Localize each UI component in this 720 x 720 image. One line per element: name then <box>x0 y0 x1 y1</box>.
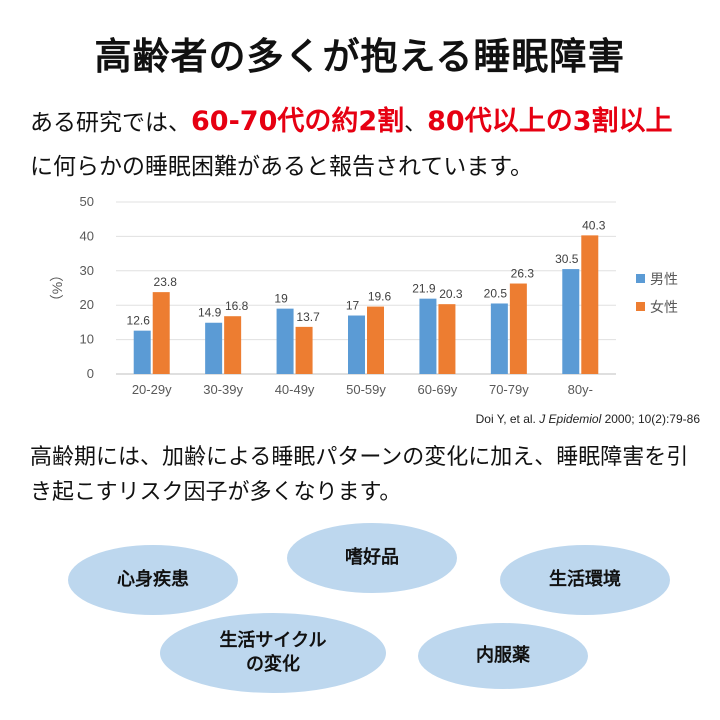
data-label: 14.9 <box>198 306 222 320</box>
data-label: 19 <box>274 292 288 306</box>
bar-female <box>509 283 527 374</box>
y-axis-label: （%） <box>49 268 65 308</box>
legend-swatch <box>636 302 645 311</box>
factor-seikatsu-kankyo: 生活環境 <box>500 545 670 615</box>
y-tick-label: 40 <box>80 228 94 243</box>
data-label: 17 <box>346 299 360 313</box>
bar-female <box>367 306 384 374</box>
citation-authors: Doi Y, et al. <box>475 412 540 426</box>
bar-female <box>295 326 313 374</box>
citation: Doi Y, et al. J Epidemiol 2000; 10(2):79… <box>420 412 700 426</box>
factor-label: 嗜好品 <box>345 547 399 568</box>
factor-label: 生活サイクル の変化 <box>219 630 327 675</box>
x-tick-label: 70-79y <box>489 382 529 397</box>
y-tick-label: 10 <box>80 332 94 347</box>
intro-text-3: に何らかの睡眠困難があると報告されています。 <box>30 154 534 180</box>
bar-male <box>276 308 294 374</box>
data-label: 20.5 <box>484 286 508 300</box>
sleep-difficulty-bar-chart: 0 10 20 30 40 50 （%） 12.6 23.8 20-29y 14.9 16.8 30-3… <box>49 194 678 397</box>
data-label: 26.3 <box>511 267 535 281</box>
legend-label: 男性 <box>650 271 678 287</box>
x-tick-label: 80y- <box>568 382 593 397</box>
x-tick-label: 20-29y <box>132 382 172 397</box>
intro-highlight-60-70: 60-70代の約2割 <box>191 106 405 137</box>
bar-male <box>490 303 508 374</box>
citation-details: 2000; 10(2):79-86 <box>601 412 700 426</box>
data-label: 19.6 <box>368 290 392 304</box>
factor-naifukuyaku: 内服薬 <box>418 623 588 689</box>
x-tick-label: 60-69y <box>418 382 458 397</box>
y-tick-label: 50 <box>80 194 94 209</box>
description-text: 高齢期には、加齢による睡眠パターンの変化に加え、睡眠障害を引き起こすリスク因子が… <box>30 445 689 505</box>
data-label: 12.6 <box>127 314 151 328</box>
x-tick-label: 30-39y <box>203 382 243 397</box>
factor-seikatsu-cycle: 生活サイクル の変化 <box>160 613 386 693</box>
bar-male <box>133 330 151 374</box>
x-tick-label: 40-49y <box>275 382 315 397</box>
bar-male <box>562 269 580 374</box>
bar-female <box>224 316 242 374</box>
bar-female <box>581 235 599 374</box>
data-label: 23.8 <box>154 275 178 289</box>
factor-shinshin-shikkan: 心身疾患 <box>68 545 238 615</box>
bar-female <box>438 304 456 374</box>
bar-female <box>152 292 170 374</box>
legend-swatch <box>636 274 645 283</box>
intro-highlight-80: 80代以上の3割以上 <box>427 106 673 137</box>
factor-shikohin: 嗜好品 <box>287 523 457 593</box>
x-tick-label: 50-59y <box>346 382 386 397</box>
y-tick-label: 0 <box>87 366 94 381</box>
bar-male <box>348 315 365 374</box>
factor-label: 生活環境 <box>549 569 621 590</box>
data-label: 21.9 <box>412 282 436 296</box>
factor-label: 内服薬 <box>476 645 530 666</box>
bar-male <box>205 322 223 374</box>
page-title: 高齢者の多くが抱える睡眠障害 <box>94 35 626 78</box>
y-tick-label: 30 <box>80 263 94 278</box>
intro-text-2: 、 <box>404 110 428 136</box>
legend-label: 女性 <box>650 299 678 315</box>
intro-text: ある研究では、60-70代の約2割、80代以上の3割以上に何らかの睡眠困難がある… <box>30 100 695 189</box>
data-label: 16.8 <box>225 299 249 313</box>
y-tick-label: 20 <box>80 297 94 312</box>
bar-male <box>419 298 437 374</box>
data-label: 30.5 <box>555 252 579 266</box>
intro-text-1: ある研究では、 <box>30 110 191 136</box>
factor-label: 心身疾患 <box>117 569 189 590</box>
data-label: 13.7 <box>296 310 320 324</box>
data-label: 40.3 <box>582 218 606 232</box>
data-label: 20.3 <box>439 287 463 301</box>
citation-journal: J Epidemiol <box>539 412 602 426</box>
